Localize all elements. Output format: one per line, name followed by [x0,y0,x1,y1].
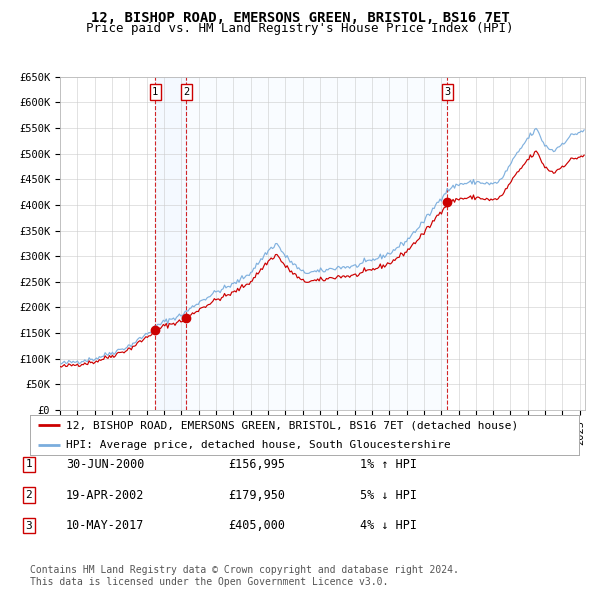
Text: 1: 1 [152,87,158,97]
Text: 30-JUN-2000: 30-JUN-2000 [66,458,145,471]
Bar [187,77,448,410]
Text: £179,950: £179,950 [228,489,285,502]
Text: 5% ↓ HPI: 5% ↓ HPI [360,489,417,502]
Text: 10-MAY-2017: 10-MAY-2017 [66,519,145,532]
Text: Contains HM Land Registry data © Crown copyright and database right 2024.
This d: Contains HM Land Registry data © Crown c… [30,565,459,587]
Text: £156,995: £156,995 [228,458,285,471]
Text: 2: 2 [25,490,32,500]
Text: 2: 2 [184,87,190,97]
Text: 4% ↓ HPI: 4% ↓ HPI [360,519,417,532]
Text: £405,000: £405,000 [228,519,285,532]
Bar [155,77,187,410]
Text: 1: 1 [25,460,32,469]
Text: 1% ↑ HPI: 1% ↑ HPI [360,458,417,471]
Text: 12, BISHOP ROAD, EMERSONS GREEN, BRISTOL, BS16 7ET (detached house): 12, BISHOP ROAD, EMERSONS GREEN, BRISTOL… [65,421,518,430]
Text: 12, BISHOP ROAD, EMERSONS GREEN, BRISTOL, BS16 7ET: 12, BISHOP ROAD, EMERSONS GREEN, BRISTOL… [91,11,509,25]
Text: 3: 3 [445,87,451,97]
Text: HPI: Average price, detached house, South Gloucestershire: HPI: Average price, detached house, Sout… [65,441,451,450]
Text: 19-APR-2002: 19-APR-2002 [66,489,145,502]
Text: Price paid vs. HM Land Registry's House Price Index (HPI): Price paid vs. HM Land Registry's House … [86,22,514,35]
Text: 3: 3 [25,521,32,530]
